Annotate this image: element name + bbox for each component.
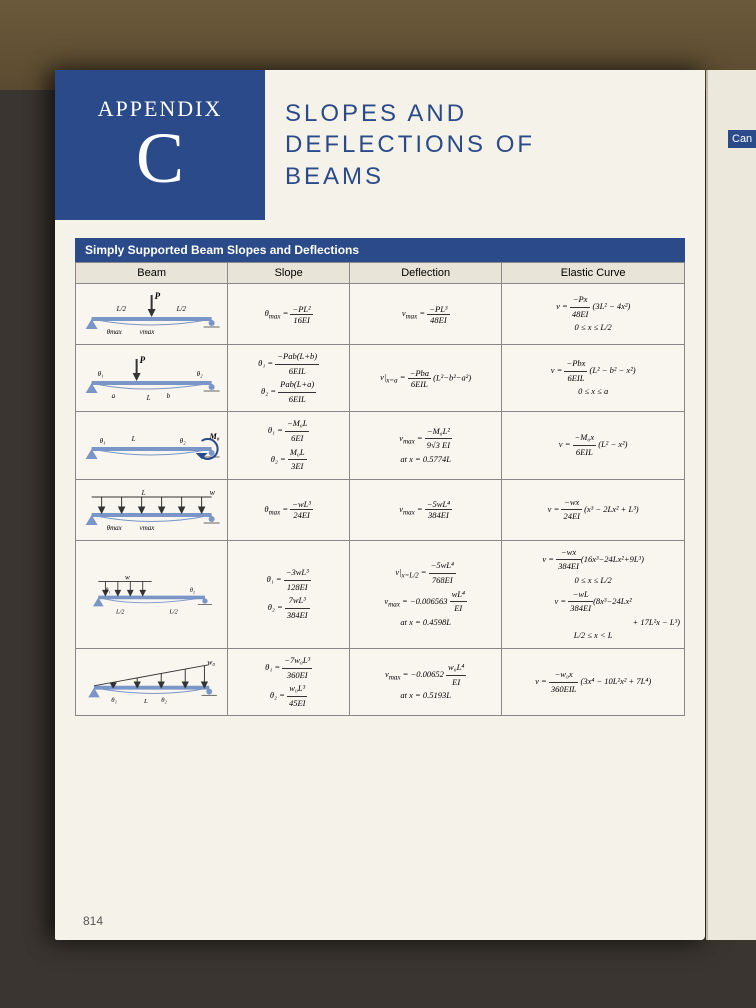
slope-5: θ₁ = −3wL³128EI θ₂ = 7wL³384EI [228, 540, 350, 648]
facing-page [706, 70, 756, 940]
deflection-5: v|x=L/2 = −5wL⁴768EI vmax = −0.006563 wL… [350, 540, 502, 648]
svg-text:M₀: M₀ [209, 432, 220, 441]
svg-text:b: b [167, 392, 171, 400]
title-line-3: BEAMS [285, 161, 685, 192]
svg-text:L/2: L/2 [115, 609, 124, 616]
svg-text:θmax: θmax [107, 524, 123, 532]
deflection-4: vmax = −5wL⁴384EI [350, 479, 502, 540]
svg-text:L: L [146, 394, 151, 401]
slope-1: θmax = −PL²16EI [228, 284, 350, 345]
slope-6: θ₁ = −7w₀L³360EI θ₂ = w₀L³45EI [228, 648, 350, 715]
book-page: APPENDIX C SLOPES AND DEFLECTIONS OF BEA… [55, 70, 705, 940]
title-line-2: DEFLECTIONS OF [285, 129, 685, 160]
svg-text:vmax: vmax [140, 524, 156, 532]
elastic-5: v = −wx384EI(16x³−24Lx²+9L³) 0 ≤ x ≤ L/2… [502, 540, 685, 648]
svg-text:L: L [131, 435, 136, 443]
svg-text:L: L [143, 698, 148, 705]
appendix-letter: C [136, 122, 184, 194]
elastic-2: v = −Pbx6EIL (L² − b² − x²) 0 ≤ x ≤ a [502, 345, 685, 412]
slope-2: θ₁ = −Pab(L+b)6EIL θ₂ = Pab(L+a)6EIL [228, 345, 350, 412]
svg-text:P: P [140, 355, 146, 365]
beam-diagram-2: P θ₁ θ₂ a b L [76, 345, 228, 412]
deflection-1: vmax = −PL³48EI [350, 284, 502, 345]
svg-text:L/2: L/2 [168, 609, 177, 616]
table-row: P θ₁ θ₂ a b L θ₁ = −Pab(L+b)6EIL θ₂ = Pab(… [76, 345, 685, 412]
svg-text:θ₁: θ₁ [98, 370, 104, 378]
elastic-1: v = −Px48EI (3L² − 4x²) 0 ≤ x ≤ L/2 [502, 284, 685, 345]
beam-diagram-1: P L/2 L/2 θmax vmax [76, 284, 228, 345]
deflection-3: vmax = −M₀L²9√3 EI at x = 0.5774L [350, 412, 502, 479]
table-title: Simply Supported Beam Slopes and Deflect… [75, 238, 685, 262]
svg-text:θ₁: θ₁ [100, 437, 106, 445]
svg-text:θ₁: θ₁ [105, 587, 110, 594]
svg-text:θ₂: θ₂ [190, 587, 196, 594]
svg-text:vmax: vmax [140, 328, 156, 336]
svg-text:θ₂: θ₂ [180, 437, 186, 445]
svg-text:L/2: L/2 [176, 305, 187, 313]
chapter-title: SLOPES AND DEFLECTIONS OF BEAMS [265, 70, 705, 220]
slope-4: θmax = −wL³24EI [228, 479, 350, 540]
table-row: P L/2 L/2 θmax vmax θmax = −PL²16EI vmax =… [76, 284, 685, 345]
svg-text:θ₂: θ₂ [161, 697, 167, 704]
table-row: w θ₁ θ₂ L/2 L/2 θ₁ = −3wL³128EI θ₂ = 7wL³3… [76, 540, 685, 648]
elastic-3: v = −M₀x6EIL (L² − x²) [502, 412, 685, 479]
beam-diagram-5: w θ₁ θ₂ L/2 L/2 [76, 540, 228, 648]
svg-text:L/2: L/2 [116, 305, 127, 313]
deflection-2: v|x=a = −Pba6EIL (L²−b²−a²) [350, 345, 502, 412]
facing-page-header: Can [728, 130, 756, 148]
svg-text:L: L [141, 489, 146, 497]
table-container: Simply Supported Beam Slopes and Deflect… [55, 220, 705, 726]
col-elastic: Elastic Curve [502, 263, 685, 284]
svg-text:θ₁: θ₁ [111, 697, 117, 704]
appendix-badge: APPENDIX C [55, 70, 265, 220]
table-row: w L θmax vmax θmax = −wL³24EI vmax = −5wL… [76, 479, 685, 540]
svg-text:w₀: w₀ [207, 658, 215, 667]
elastic-6: v = −w₀x360EIL (3x⁴ − 10L²x² + 7L⁴) [502, 648, 685, 715]
deflection-6: vmax = −0.00652 w₀L⁴EI at x = 0.5193L [350, 648, 502, 715]
svg-text:P: P [155, 291, 161, 301]
beam-diagram-6: w₀ θ₁ θ₂ L [76, 648, 228, 715]
beam-diagram-4: w L θmax vmax [76, 479, 228, 540]
page-number: 814 [83, 914, 103, 928]
table-header-row: Beam Slope Deflection Elastic Curve [76, 263, 685, 284]
svg-text:w: w [210, 488, 216, 497]
col-deflection: Deflection [350, 263, 502, 284]
svg-text:w: w [125, 574, 130, 582]
col-slope: Slope [228, 263, 350, 284]
svg-text:θmax: θmax [107, 328, 123, 336]
table-row: w₀ θ₁ θ₂ L θ₁ = −7w₀L³360EI θ₂ = w₀L³45EI… [76, 648, 685, 715]
svg-text:a: a [112, 392, 116, 400]
beam-table: Beam Slope Deflection Elastic Curve [75, 262, 685, 716]
svg-text:θ₂: θ₂ [197, 370, 203, 378]
table-row: M₀ L θ₁ θ₂ θ₁ = −M₀L6EI θ₂ = M₀L3EI vmax … [76, 412, 685, 479]
elastic-4: v = −wx24EI (x³ − 2Lx² + L³) [502, 479, 685, 540]
slope-3: θ₁ = −M₀L6EI θ₂ = M₀L3EI [228, 412, 350, 479]
title-line-1: SLOPES AND [285, 98, 685, 129]
col-beam: Beam [76, 263, 228, 284]
appendix-header: APPENDIX C SLOPES AND DEFLECTIONS OF BEA… [55, 70, 705, 220]
beam-diagram-3: M₀ L θ₁ θ₂ [76, 412, 228, 479]
